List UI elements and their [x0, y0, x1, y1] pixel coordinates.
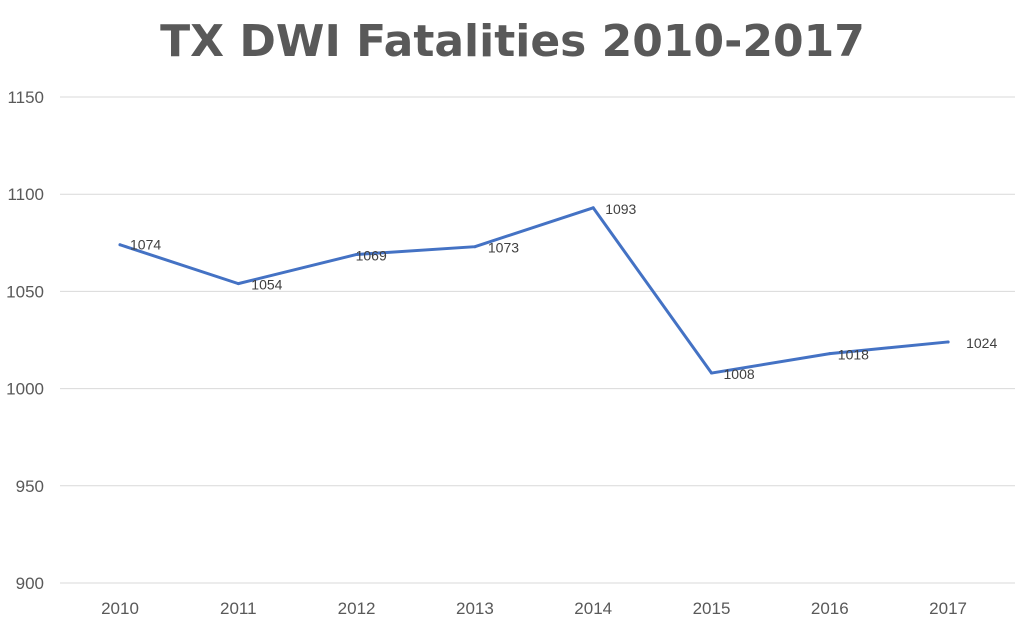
data-point-2013	[473, 245, 477, 249]
x-tick-label: 2016	[811, 599, 849, 618]
x-tick-label: 2015	[693, 599, 731, 618]
data-label: 1024	[966, 335, 997, 351]
x-tick-label: 2013	[456, 599, 494, 618]
data-point-2010	[118, 243, 122, 247]
y-tick-label: 1150	[7, 88, 44, 107]
data-point-2016	[828, 352, 832, 356]
x-tick-label: 2010	[101, 599, 139, 618]
data-label: 1054	[251, 277, 282, 293]
y-tick-label: 1100	[7, 185, 44, 204]
data-point-2015	[710, 371, 713, 375]
x-tick-label: 2014	[574, 599, 612, 618]
data-point-2014	[591, 206, 595, 210]
data-label: 1074	[130, 237, 161, 253]
y-tick-label: 1000	[6, 380, 44, 399]
data-label: 1069	[356, 247, 387, 263]
y-tick-label: 1050	[6, 282, 44, 301]
series-line	[118, 206, 950, 375]
chart-title: TX DWI Fatalities 2010-2017	[160, 16, 865, 67]
data-point-2011	[236, 282, 240, 286]
x-axis-ticks: 2010 2011 2012 2013 2014 2015 2016 2017	[101, 599, 967, 618]
x-tick-label: 2011	[220, 599, 257, 618]
data-point-2017	[946, 340, 950, 344]
gridlines	[60, 96, 1015, 584]
data-label: 1008	[724, 366, 755, 382]
data-label: 1018	[838, 347, 869, 363]
data-labels: 1074 1054 1069 1073 1093 1008 1018 1024	[130, 201, 997, 382]
data-label: 1093	[605, 201, 636, 217]
data-label: 1073	[488, 240, 519, 256]
y-tick-label: 900	[16, 574, 44, 593]
x-tick-label: 2017	[929, 599, 967, 618]
data-point-2012	[355, 252, 359, 256]
series-layer	[118, 206, 950, 375]
x-tick-label: 2012	[338, 599, 376, 618]
y-axis-ticks: 900 950 1000 1050 1100 1150	[6, 88, 44, 593]
y-tick-label: 950	[16, 477, 44, 496]
